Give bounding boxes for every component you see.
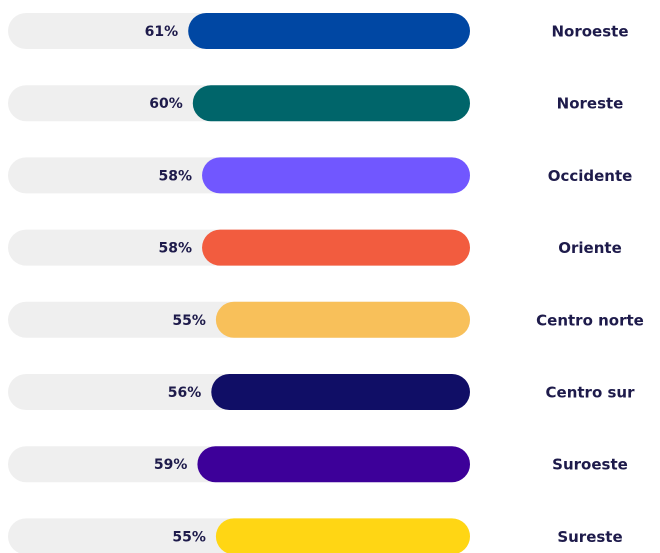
value-label: 55%: [172, 313, 206, 329]
bar: [188, 13, 470, 49]
value-label: 55%: [172, 529, 206, 545]
bar: [211, 374, 470, 410]
category-label: Centro norte: [536, 311, 644, 329]
category-label: Oriente: [558, 239, 622, 257]
value-label: 60%: [149, 96, 183, 112]
bar: [202, 229, 471, 266]
category-label: Suroeste: [552, 456, 628, 474]
category-label: Noreste: [557, 95, 624, 113]
value-label: 58%: [159, 241, 193, 257]
value-label: 59%: [154, 457, 188, 473]
value-label: 56%: [168, 385, 202, 401]
value-label: 61%: [145, 24, 179, 40]
bar: [202, 157, 471, 194]
bar: [215, 518, 470, 553]
category-label: Occidente: [548, 167, 633, 185]
bar: [197, 446, 471, 483]
bar: [192, 85, 471, 122]
category-label: Noroeste: [551, 23, 628, 41]
category-label: Sureste: [557, 528, 622, 546]
value-label: 58%: [159, 168, 193, 184]
category-label: Centro sur: [546, 384, 636, 402]
bar: [215, 301, 470, 338]
